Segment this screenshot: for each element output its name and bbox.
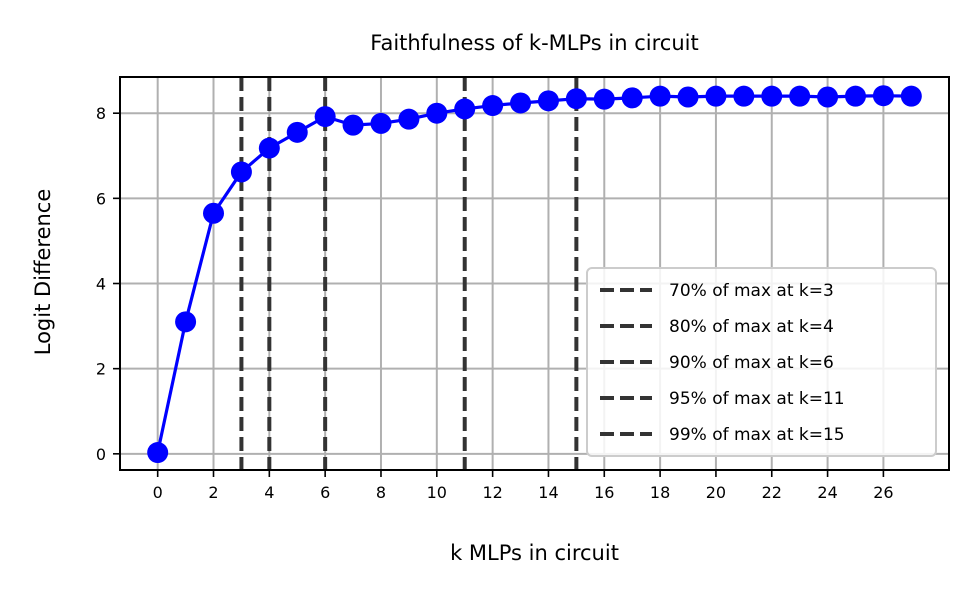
data-point [454, 98, 476, 120]
data-point [482, 95, 504, 117]
legend-label: 95% of max at k=11 [669, 389, 845, 409]
data-point [649, 85, 671, 107]
data-point [175, 311, 197, 333]
data-point [677, 86, 699, 108]
x-tick-label: 10 [427, 483, 447, 502]
data-point [342, 114, 364, 136]
data-point [817, 86, 839, 108]
data-point [844, 85, 866, 107]
data-point [203, 202, 225, 224]
legend-label: 70% of max at k=3 [669, 281, 834, 301]
data-point [370, 112, 392, 134]
data-point [230, 161, 252, 183]
x-tick-label: 6 [320, 483, 330, 502]
data-point [286, 121, 308, 143]
x-tick-label: 16 [594, 483, 614, 502]
data-point [593, 88, 615, 110]
data-point [426, 102, 448, 124]
legend-label: 80% of max at k=4 [669, 317, 834, 337]
plot-frame [119, 76, 950, 471]
legend-label: 99% of max at k=15 [669, 425, 845, 445]
data-point [510, 92, 532, 114]
x-tick-label: 0 [153, 483, 163, 502]
y-tick-label: 2 [96, 360, 106, 379]
x-tick-label: 24 [817, 483, 837, 502]
data-point [761, 85, 783, 107]
y-tick-label: 6 [96, 189, 106, 208]
x-tick-label: 14 [538, 483, 558, 502]
data-point [789, 85, 811, 107]
legend: 70% of max at k=3 80% of max at k=4 90% of… [586, 267, 937, 457]
x-tick-label: 26 [873, 483, 893, 502]
x-axis-label: k MLPs in circuit [450, 541, 619, 565]
data-point [147, 442, 169, 464]
data-point [733, 85, 755, 107]
data-point [537, 90, 559, 112]
legend-box [586, 267, 937, 457]
data-point [398, 108, 420, 130]
data-point [900, 85, 922, 107]
y-ticks: 0 2 4 6 8 [96, 104, 120, 464]
data-point [565, 88, 587, 110]
x-tick-label: 12 [482, 483, 502, 502]
x-tick-label: 8 [376, 483, 386, 502]
chart-title: Faithfulness of k-MLPs in circuit [370, 31, 698, 55]
data-point [705, 85, 727, 107]
y-tick-label: 8 [96, 104, 106, 123]
x-tick-label: 20 [706, 483, 726, 502]
x-ticks: 0 2 4 6 8 10 12 14 16 18 20 22 24 26 [153, 470, 894, 502]
series-line [156, 94, 912, 453]
y-tick-label: 4 [96, 275, 106, 294]
data-point [258, 137, 280, 159]
series-layer [147, 85, 922, 464]
legend-label: 90% of max at k=6 [669, 353, 834, 373]
data-point [314, 106, 336, 128]
y-tick-label: 0 [96, 445, 106, 464]
data-point [621, 87, 643, 109]
x-tick-label: 22 [762, 483, 782, 502]
data-point [872, 85, 894, 107]
y-axis-label: Logit Difference [31, 189, 55, 356]
x-tick-label: 4 [264, 483, 274, 502]
x-tick-label: 2 [208, 483, 218, 502]
x-tick-label: 18 [650, 483, 670, 502]
